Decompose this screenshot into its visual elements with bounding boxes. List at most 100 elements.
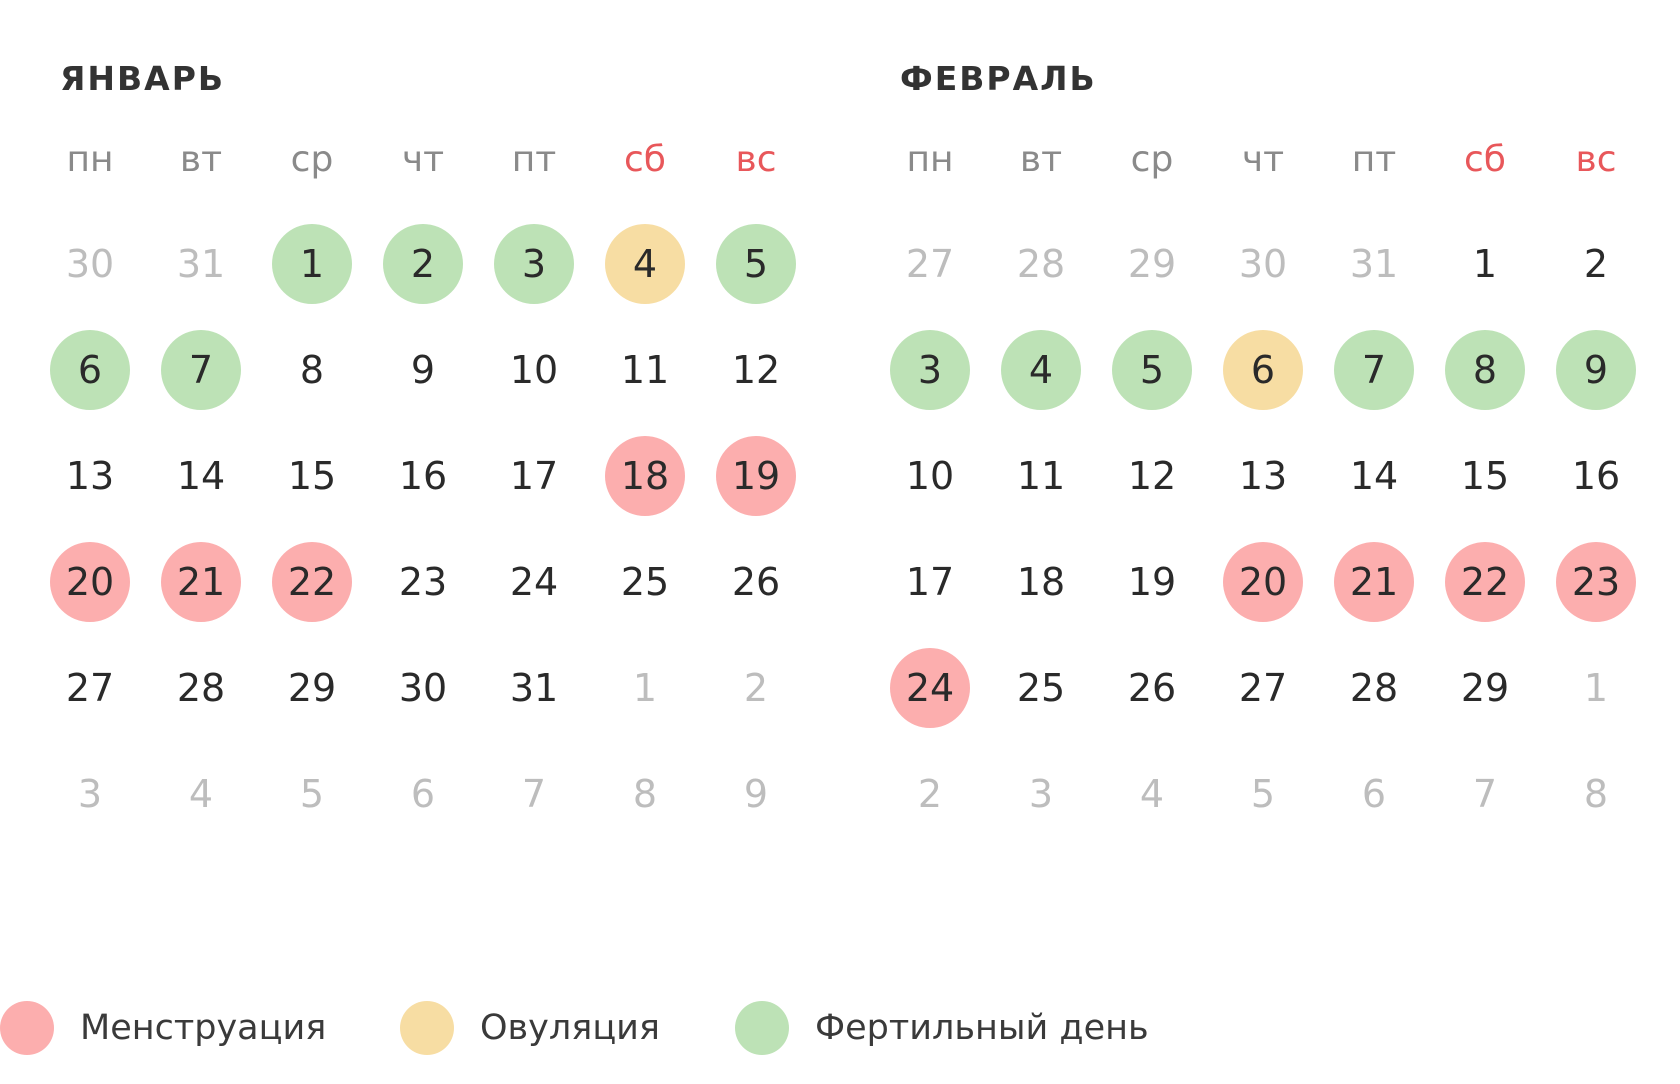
day-cell[interactable]: 4: [605, 224, 685, 304]
weekday-чт: чт: [401, 139, 445, 180]
day-cell[interactable]: 24: [890, 648, 970, 728]
month-title: ФЕВРАЛЬ: [900, 59, 1097, 98]
day-cell[interactable]: 29: [287, 666, 337, 710]
weekday-сб: сб: [624, 139, 666, 180]
day-cell[interactable]: 11: [1016, 454, 1066, 498]
day-cell[interactable]: 5: [1112, 330, 1192, 410]
day-cell[interactable]: 17: [509, 454, 559, 498]
day-cell-outside-month[interactable]: 2: [917, 772, 943, 816]
month-title: ЯНВАРЬ: [60, 59, 226, 98]
day-cell[interactable]: 12: [1127, 454, 1177, 498]
day-cell-outside-month[interactable]: 7: [1472, 772, 1498, 816]
day-cell[interactable]: 27: [1238, 666, 1288, 710]
day-cell[interactable]: 25: [620, 560, 670, 604]
day-cell[interactable]: 13: [65, 454, 115, 498]
day-cell[interactable]: 17: [905, 560, 955, 604]
day-cell-outside-month[interactable]: 5: [299, 772, 325, 816]
day-cell[interactable]: 13: [1238, 454, 1288, 498]
day-cell-outside-month[interactable]: 31: [176, 242, 226, 286]
day-cell[interactable]: 10: [509, 348, 559, 392]
day-cell[interactable]: 11: [620, 348, 670, 392]
weekday-пт: пт: [511, 139, 557, 180]
day-cell[interactable]: 20: [1223, 542, 1303, 622]
day-cell-outside-month[interactable]: 31: [1349, 242, 1399, 286]
day-cell[interactable]: 19: [716, 436, 796, 516]
day-cell[interactable]: 30: [398, 666, 448, 710]
day-cell[interactable]: 26: [1127, 666, 1177, 710]
fertile-dot-icon: [735, 1001, 789, 1055]
weekday-пн: пн: [66, 139, 114, 180]
day-cell-outside-month[interactable]: 4: [188, 772, 214, 816]
day-cell-outside-month[interactable]: 29: [1127, 242, 1177, 286]
day-cell-outside-month[interactable]: 8: [632, 772, 658, 816]
day-cell[interactable]: 10: [905, 454, 955, 498]
day-cell[interactable]: 25: [1016, 666, 1066, 710]
day-cell[interactable]: 9: [410, 348, 436, 392]
day-cell-outside-month[interactable]: 1: [632, 666, 658, 710]
day-cell[interactable]: 1: [272, 224, 352, 304]
day-cell-outside-month[interactable]: 2: [743, 666, 769, 710]
weekday-пн: пн: [906, 139, 954, 180]
day-cell-outside-month[interactable]: 27: [905, 242, 955, 286]
day-cell[interactable]: 21: [1334, 542, 1414, 622]
day-cell[interactable]: 16: [1571, 454, 1621, 498]
day-cell-outside-month[interactable]: 3: [77, 772, 103, 816]
day-cell[interactable]: 6: [50, 330, 130, 410]
day-cell-outside-month[interactable]: 3: [1028, 772, 1054, 816]
day-cell-outside-month[interactable]: 4: [1139, 772, 1165, 816]
weekday-вс: вс: [1575, 139, 1617, 180]
day-cell[interactable]: 28: [1349, 666, 1399, 710]
day-cell[interactable]: 19: [1127, 560, 1177, 604]
day-cell[interactable]: 14: [1349, 454, 1399, 498]
day-cell[interactable]: 16: [398, 454, 448, 498]
day-cell[interactable]: 8: [299, 348, 325, 392]
day-cell[interactable]: 22: [1445, 542, 1525, 622]
menstruation-dot-icon: [0, 1001, 54, 1055]
day-cell[interactable]: 1: [1472, 242, 1498, 286]
weekday-вс: вс: [735, 139, 777, 180]
legend-label: Менструация: [80, 1008, 327, 1048]
day-cell[interactable]: 23: [398, 560, 448, 604]
day-cell[interactable]: 26: [731, 560, 781, 604]
day-cell[interactable]: 4: [1001, 330, 1081, 410]
day-cell-outside-month[interactable]: 5: [1250, 772, 1276, 816]
day-cell[interactable]: 15: [287, 454, 337, 498]
day-cell[interactable]: 23: [1556, 542, 1636, 622]
day-cell[interactable]: 9: [1556, 330, 1636, 410]
day-cell[interactable]: 3: [494, 224, 574, 304]
day-cell-outside-month[interactable]: 6: [1361, 772, 1387, 816]
day-cell[interactable]: 14: [176, 454, 226, 498]
day-cell-outside-month[interactable]: 8: [1583, 772, 1609, 816]
day-cell[interactable]: 24: [509, 560, 559, 604]
weekday-ср: ср: [1130, 139, 1174, 180]
day-cell-outside-month[interactable]: 1: [1583, 666, 1609, 710]
day-cell-outside-month[interactable]: 30: [1238, 242, 1288, 286]
day-cell[interactable]: 15: [1460, 454, 1510, 498]
day-cell[interactable]: 6: [1223, 330, 1303, 410]
legend: Менструация Овуляция Фертильный день: [0, 998, 1680, 1058]
day-cell[interactable]: 20: [50, 542, 130, 622]
day-cell[interactable]: 29: [1460, 666, 1510, 710]
day-cell-outside-month[interactable]: 7: [521, 772, 547, 816]
day-cell-outside-month[interactable]: 28: [1016, 242, 1066, 286]
day-cell[interactable]: 2: [383, 224, 463, 304]
day-cell[interactable]: 31: [509, 666, 559, 710]
day-cell[interactable]: 8: [1445, 330, 1525, 410]
weekday-пт: пт: [1351, 139, 1397, 180]
day-cell[interactable]: 27: [65, 666, 115, 710]
day-cell[interactable]: 7: [161, 330, 241, 410]
day-cell[interactable]: 7: [1334, 330, 1414, 410]
day-cell[interactable]: 22: [272, 542, 352, 622]
legend-label: Овуляция: [480, 1008, 660, 1048]
day-cell[interactable]: 12: [731, 348, 781, 392]
day-cell[interactable]: 2: [1583, 242, 1609, 286]
day-cell-outside-month[interactable]: 30: [65, 242, 115, 286]
day-cell[interactable]: 18: [605, 436, 685, 516]
day-cell[interactable]: 3: [890, 330, 970, 410]
day-cell[interactable]: 5: [716, 224, 796, 304]
day-cell-outside-month[interactable]: 9: [743, 772, 769, 816]
day-cell[interactable]: 21: [161, 542, 241, 622]
day-cell[interactable]: 28: [176, 666, 226, 710]
day-cell-outside-month[interactable]: 6: [410, 772, 436, 816]
day-cell[interactable]: 18: [1016, 560, 1066, 604]
